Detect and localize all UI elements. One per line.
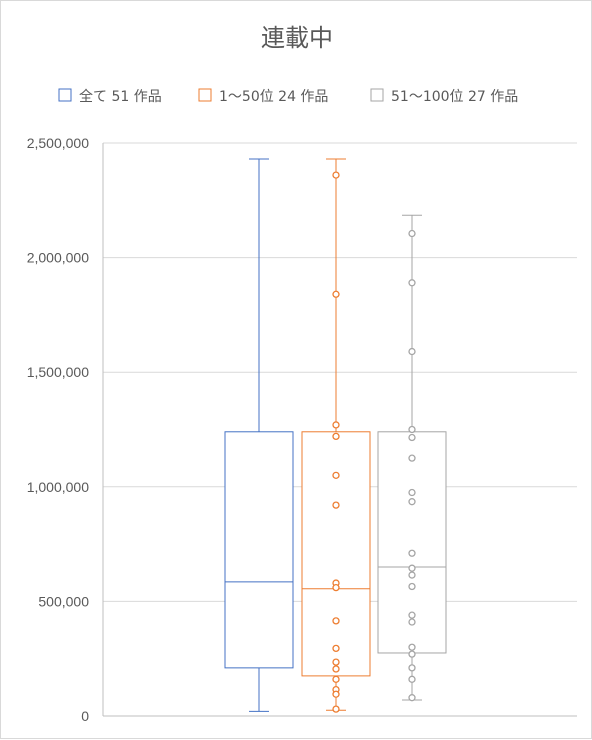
box-series [377, 214, 447, 702]
legend-item: 全て 51 作品 [58, 88, 162, 105]
data-point [332, 617, 340, 625]
data-point [408, 650, 416, 658]
data-point [332, 644, 340, 653]
data-point [332, 583, 340, 592]
box-iqr [224, 431, 294, 669]
data-point [332, 658, 340, 666]
data-point [408, 571, 416, 579]
y-tick-label: 0 [81, 708, 89, 724]
data-point [332, 675, 340, 683]
data-point [332, 421, 340, 429]
data-point [408, 564, 416, 572]
data-point [408, 694, 416, 702]
chart-title: 連載中 [261, 24, 333, 52]
data-point [332, 432, 340, 441]
data-point [332, 471, 340, 479]
data-point [408, 643, 416, 651]
data-point [408, 618, 416, 626]
y-axis: 0 500,000 1,000,000 1,500,000 2,000,000 2,500… [27, 135, 577, 724]
legend-label: 1～50位 24 作品 [219, 89, 328, 105]
legend: 全て 51 作品 1～50位 24 作品 51～100位 27 作品 [58, 88, 518, 105]
data-point [408, 229, 416, 238]
legend-item: 1～50位 24 作品 [198, 88, 328, 105]
box-iqr [301, 431, 371, 677]
data-point [408, 347, 416, 356]
legend-label: 全て 51 作品 [79, 88, 162, 105]
data-point [408, 279, 416, 287]
data-point [408, 454, 416, 462]
y-tick-label: 1,000,000 [27, 479, 89, 495]
data-point [408, 488, 416, 497]
box-series [224, 158, 294, 712]
data-point [408, 611, 416, 619]
legend-swatch [198, 88, 212, 102]
legend-swatch [370, 88, 384, 102]
data-point [332, 501, 340, 509]
box-series [301, 158, 371, 713]
y-tick-label: 1,500,000 [27, 364, 89, 380]
gridlines [103, 142, 577, 602]
data-point [408, 498, 416, 506]
data-point [332, 705, 340, 713]
data-point [408, 582, 416, 591]
y-tick-label: 500,000 [38, 593, 89, 609]
data-point [408, 549, 416, 557]
data-point [332, 690, 340, 698]
data-point [408, 664, 416, 672]
legend-swatch [58, 88, 72, 102]
data-point [408, 433, 416, 442]
data-point [332, 290, 340, 298]
data-point [332, 171, 340, 179]
data-point [332, 665, 340, 673]
box-series-group [224, 158, 447, 713]
data-point [408, 425, 416, 434]
y-tick-label: 2,500,000 [27, 135, 89, 151]
y-tick-label: 2,000,000 [27, 250, 89, 266]
data-point [408, 675, 416, 683]
legend-item: 51～100位 27 作品 [370, 88, 518, 105]
legend-label: 51～100位 27 作品 [391, 89, 518, 105]
